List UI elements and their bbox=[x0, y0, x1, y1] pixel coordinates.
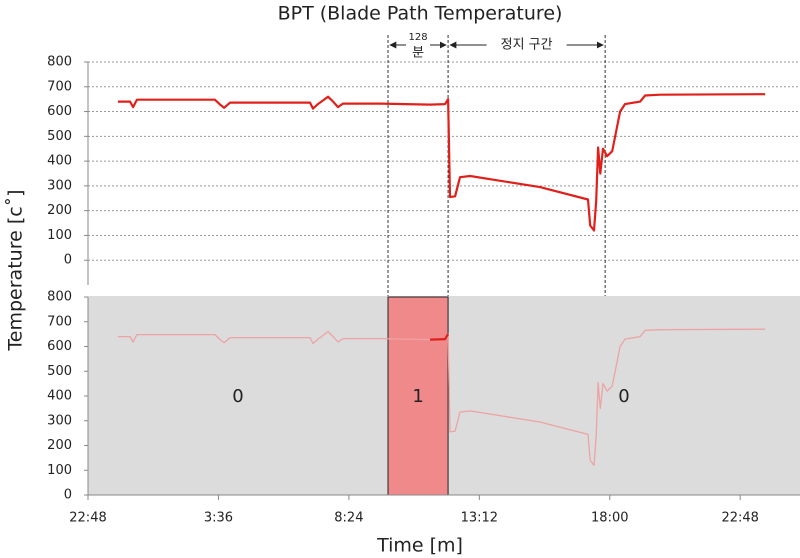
x-tick-label: 18:00 bbox=[591, 511, 628, 526]
x-tick-label: 22:48 bbox=[721, 511, 758, 526]
chart-title: BPT (Blade Path Temperature) bbox=[278, 3, 563, 25]
y-tick-label: 800 bbox=[47, 290, 72, 305]
y-tick-label: 500 bbox=[47, 129, 72, 144]
x-tick-label: 3:36 bbox=[204, 511, 233, 526]
x-tick-label: 8:24 bbox=[334, 511, 363, 526]
region bbox=[387, 296, 449, 496]
y-tick-label: 300 bbox=[47, 413, 72, 428]
y-tick-label: 500 bbox=[47, 364, 72, 379]
y-tick-label: 600 bbox=[47, 339, 72, 354]
annotation: 128 bbox=[409, 32, 428, 43]
x-tick-label: 13:12 bbox=[461, 511, 498, 526]
region-label: 0 bbox=[232, 386, 243, 407]
y-tick-label: 0 bbox=[64, 488, 72, 503]
region-label: 0 bbox=[618, 386, 629, 407]
series-line bbox=[117, 328, 766, 466]
y-tick-label: 0 bbox=[64, 253, 72, 268]
y-tick-label: 600 bbox=[47, 104, 72, 119]
y-tick-label: 100 bbox=[47, 228, 72, 243]
region-label: 1 bbox=[412, 386, 423, 407]
annotation: 정지 구간 bbox=[501, 38, 553, 53]
x-axis-label: Time [m] bbox=[376, 535, 463, 557]
x-tick-label: 22:48 bbox=[69, 511, 106, 526]
y-tick-label: 100 bbox=[47, 463, 72, 478]
y-tick-label: 200 bbox=[47, 438, 72, 453]
y-tick-label: 400 bbox=[47, 389, 72, 404]
y-tick-label: 800 bbox=[47, 55, 72, 70]
y-axis-label: Temperature [c˚] bbox=[5, 189, 27, 351]
y-tick-label: 700 bbox=[47, 314, 72, 329]
y-tick-label: 300 bbox=[47, 178, 72, 193]
y-tick-label: 700 bbox=[47, 79, 72, 94]
y-tick-label: 200 bbox=[47, 203, 72, 218]
series-line bbox=[117, 93, 766, 232]
series-line-highlight bbox=[430, 333, 450, 341]
annotation: 분 bbox=[412, 46, 424, 61]
y-tick-label: 400 bbox=[47, 154, 72, 169]
